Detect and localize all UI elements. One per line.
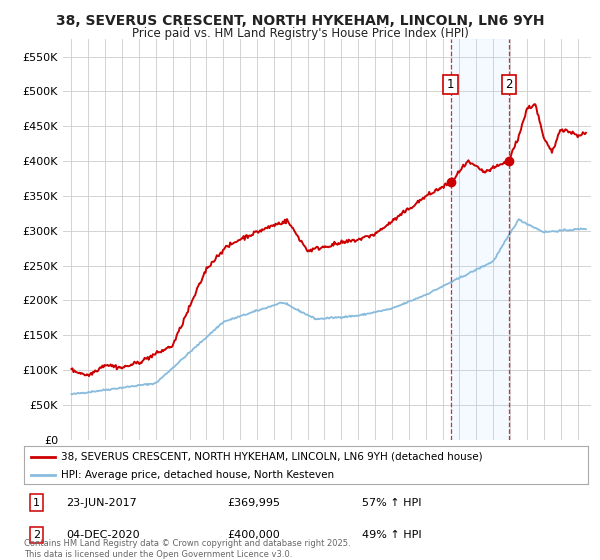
- Text: 57% ↑ HPI: 57% ↑ HPI: [362, 498, 422, 507]
- Text: £369,995: £369,995: [227, 498, 280, 507]
- Text: 1: 1: [33, 498, 40, 507]
- Text: Contains HM Land Registry data © Crown copyright and database right 2025.
This d: Contains HM Land Registry data © Crown c…: [24, 539, 350, 559]
- Text: HPI: Average price, detached house, North Kesteven: HPI: Average price, detached house, Nort…: [61, 470, 334, 480]
- Text: 2: 2: [33, 530, 40, 540]
- Bar: [451, 39, 509, 440]
- Text: 1: 1: [447, 78, 454, 91]
- Text: 2: 2: [505, 78, 512, 91]
- Text: 38, SEVERUS CRESCENT, NORTH HYKEHAM, LINCOLN, LN6 9YH: 38, SEVERUS CRESCENT, NORTH HYKEHAM, LIN…: [56, 14, 544, 28]
- Text: 23-JUN-2017: 23-JUN-2017: [66, 498, 137, 507]
- Text: 04-DEC-2020: 04-DEC-2020: [66, 530, 140, 540]
- Text: 49% ↑ HPI: 49% ↑ HPI: [362, 530, 422, 540]
- Text: £400,000: £400,000: [227, 530, 280, 540]
- Text: Price paid vs. HM Land Registry's House Price Index (HPI): Price paid vs. HM Land Registry's House …: [131, 27, 469, 40]
- Text: 38, SEVERUS CRESCENT, NORTH HYKEHAM, LINCOLN, LN6 9YH (detached house): 38, SEVERUS CRESCENT, NORTH HYKEHAM, LIN…: [61, 452, 482, 462]
